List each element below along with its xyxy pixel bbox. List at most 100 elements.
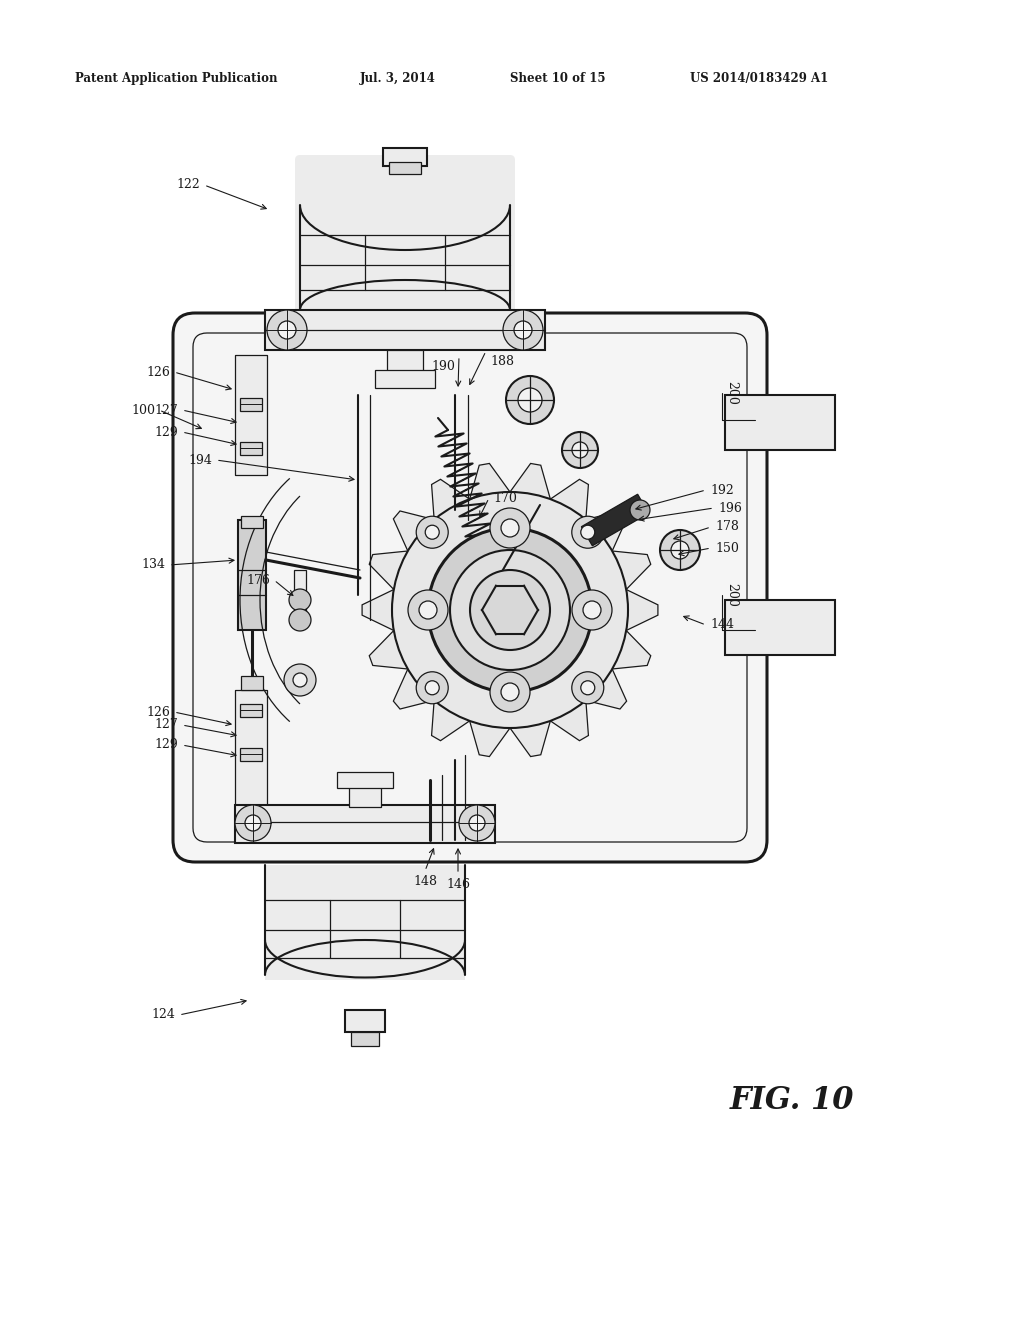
Text: 192: 192	[710, 483, 734, 496]
Circle shape	[459, 805, 495, 841]
Circle shape	[416, 672, 449, 704]
Bar	[387, 350, 423, 380]
Polygon shape	[370, 550, 408, 590]
Bar	[294, 570, 306, 615]
Text: 122: 122	[176, 178, 200, 191]
Bar	[240, 399, 262, 411]
Text: 190: 190	[431, 360, 455, 374]
Bar	[345, 1010, 385, 1032]
Circle shape	[450, 550, 570, 671]
Bar	[725, 395, 835, 450]
Text: 100: 100	[131, 404, 155, 417]
Bar	[234, 355, 267, 475]
Bar	[241, 676, 263, 690]
Text: 129: 129	[155, 425, 178, 438]
Bar	[375, 370, 435, 388]
Text: FIG. 10: FIG. 10	[730, 1085, 854, 1115]
Polygon shape	[370, 631, 408, 669]
Circle shape	[284, 664, 316, 696]
Text: 124: 124	[152, 1008, 175, 1022]
Circle shape	[234, 805, 271, 841]
Circle shape	[581, 525, 595, 539]
Text: 178: 178	[715, 520, 739, 533]
FancyBboxPatch shape	[173, 313, 767, 862]
Bar	[238, 520, 266, 630]
Text: 144: 144	[710, 619, 734, 631]
Text: 134: 134	[141, 558, 165, 572]
Bar	[337, 772, 393, 788]
Circle shape	[501, 519, 519, 537]
Circle shape	[278, 321, 296, 339]
Text: Patent Application Publication: Patent Application Publication	[75, 73, 278, 84]
FancyBboxPatch shape	[295, 154, 515, 319]
Circle shape	[506, 376, 554, 424]
Circle shape	[392, 492, 628, 729]
Bar	[725, 601, 835, 655]
Circle shape	[571, 672, 604, 704]
Text: US 2014/0183429 A1: US 2014/0183429 A1	[690, 73, 828, 84]
Bar	[351, 1032, 379, 1045]
Text: 148: 148	[413, 875, 437, 888]
Polygon shape	[393, 669, 434, 709]
Text: 127: 127	[155, 404, 178, 417]
Polygon shape	[470, 721, 510, 756]
Circle shape	[671, 541, 689, 558]
Circle shape	[572, 442, 588, 458]
Circle shape	[267, 310, 307, 350]
Text: 194: 194	[188, 454, 212, 466]
Polygon shape	[612, 550, 651, 590]
Circle shape	[581, 681, 595, 694]
Circle shape	[416, 516, 449, 548]
Bar	[240, 704, 262, 717]
Circle shape	[501, 682, 519, 701]
Text: Sheet 10 of 15: Sheet 10 of 15	[510, 73, 605, 84]
Bar	[234, 690, 267, 820]
Circle shape	[293, 673, 307, 686]
Text: 170: 170	[493, 491, 517, 504]
Circle shape	[289, 609, 311, 631]
Circle shape	[660, 531, 700, 570]
Circle shape	[419, 601, 437, 619]
Text: 127: 127	[155, 718, 178, 731]
Circle shape	[490, 672, 530, 711]
Text: 126: 126	[146, 705, 170, 718]
Circle shape	[289, 589, 311, 611]
Polygon shape	[431, 479, 470, 520]
Text: 200: 200	[725, 381, 738, 405]
Text: 129: 129	[155, 738, 178, 751]
Bar	[389, 162, 421, 174]
Circle shape	[572, 590, 612, 630]
Circle shape	[571, 516, 604, 548]
Bar	[349, 785, 381, 807]
Circle shape	[245, 814, 261, 832]
Text: 126: 126	[146, 366, 170, 379]
Circle shape	[490, 508, 530, 548]
Text: 176: 176	[246, 573, 270, 586]
Circle shape	[408, 590, 449, 630]
Polygon shape	[586, 511, 627, 550]
Polygon shape	[470, 463, 510, 499]
Text: 150: 150	[715, 541, 739, 554]
Circle shape	[630, 500, 650, 520]
Circle shape	[583, 601, 601, 619]
Polygon shape	[510, 721, 550, 756]
Polygon shape	[393, 511, 434, 550]
Text: 188: 188	[490, 355, 514, 368]
Bar	[240, 748, 262, 762]
Circle shape	[425, 525, 439, 539]
Bar	[234, 805, 495, 843]
Circle shape	[514, 321, 532, 339]
Polygon shape	[510, 463, 550, 499]
Polygon shape	[362, 590, 394, 631]
Polygon shape	[550, 701, 589, 741]
Polygon shape	[612, 631, 651, 669]
Text: 196: 196	[718, 502, 741, 515]
Circle shape	[425, 681, 439, 694]
Circle shape	[470, 570, 550, 649]
Polygon shape	[550, 479, 589, 520]
Bar	[265, 865, 465, 979]
Circle shape	[518, 388, 542, 412]
Text: Jul. 3, 2014: Jul. 3, 2014	[360, 73, 436, 84]
Circle shape	[562, 432, 598, 469]
Bar	[383, 148, 427, 166]
